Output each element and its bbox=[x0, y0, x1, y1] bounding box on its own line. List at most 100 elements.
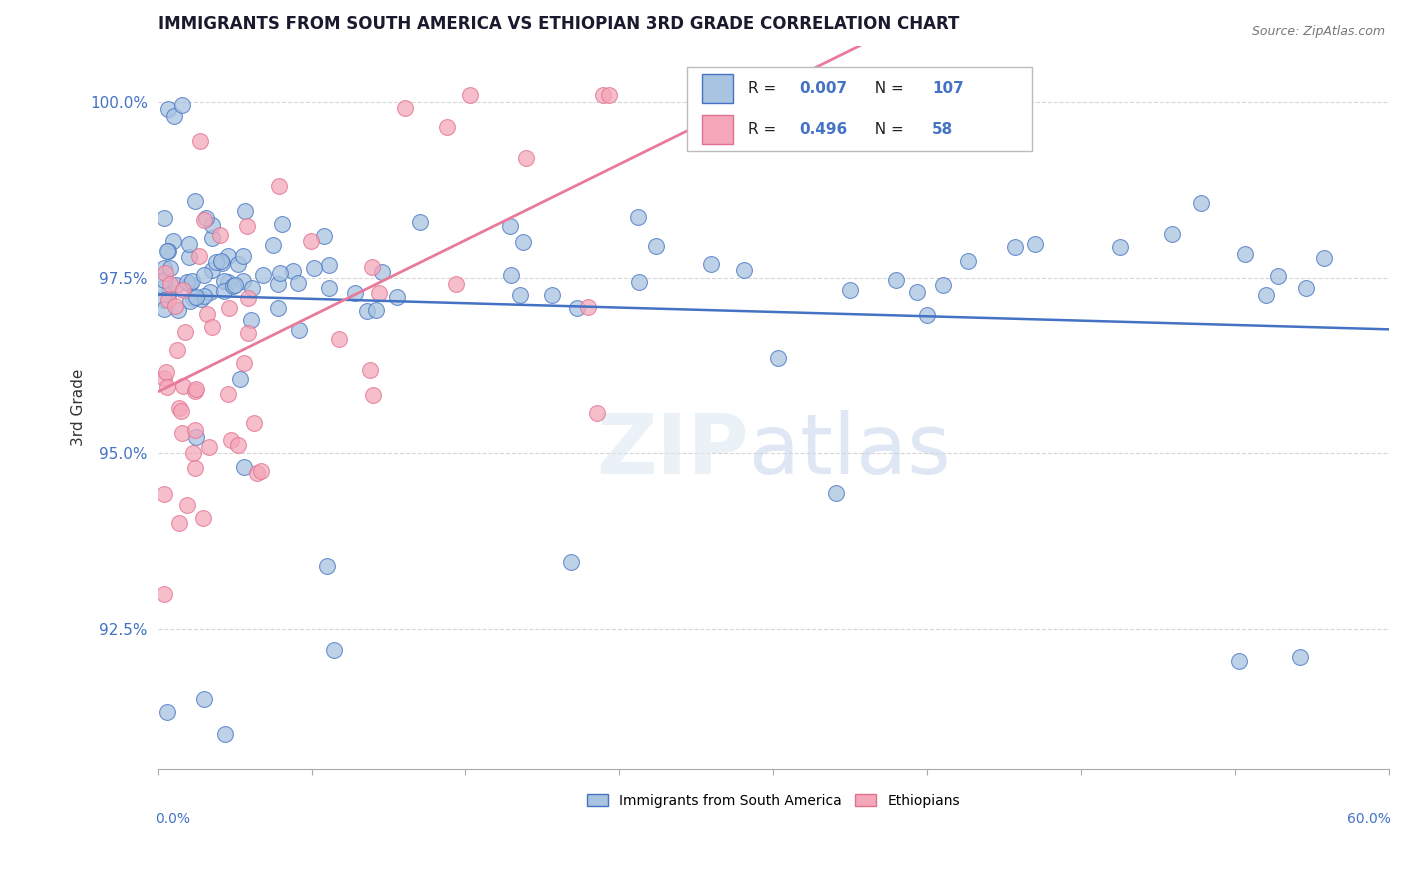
Point bbox=[204, 255, 226, 269]
Text: atlas: atlas bbox=[749, 410, 950, 491]
Point bbox=[190, 293, 212, 307]
Y-axis label: 3rd Grade: 3rd Grade bbox=[72, 369, 86, 446]
Point bbox=[214, 727, 236, 741]
Point bbox=[155, 365, 177, 379]
Point bbox=[156, 380, 179, 394]
Point bbox=[169, 516, 191, 530]
Point bbox=[242, 416, 264, 430]
Point bbox=[232, 274, 254, 288]
Point bbox=[201, 319, 224, 334]
Point bbox=[299, 234, 322, 248]
Point bbox=[200, 285, 222, 299]
Point bbox=[446, 277, 468, 291]
Text: N =: N = bbox=[865, 122, 908, 137]
Point bbox=[193, 213, 215, 227]
Point bbox=[700, 258, 723, 272]
Point bbox=[217, 387, 239, 401]
Point bbox=[825, 486, 848, 500]
Point bbox=[585, 406, 607, 420]
Point bbox=[184, 430, 207, 444]
Point bbox=[229, 372, 252, 386]
Point bbox=[1004, 240, 1026, 254]
Point bbox=[322, 643, 344, 657]
Point bbox=[1295, 280, 1317, 294]
Text: 107: 107 bbox=[932, 80, 965, 95]
Point bbox=[166, 303, 188, 318]
Point bbox=[1256, 287, 1278, 301]
Point bbox=[540, 288, 562, 302]
Point bbox=[368, 286, 391, 301]
Point bbox=[328, 333, 350, 347]
Point bbox=[209, 227, 232, 242]
Point bbox=[246, 467, 269, 481]
Point bbox=[361, 260, 384, 274]
Point bbox=[239, 312, 262, 326]
Point bbox=[179, 293, 201, 308]
Point bbox=[214, 285, 236, 299]
Point bbox=[627, 210, 650, 224]
Text: ZIP: ZIP bbox=[596, 410, 749, 491]
Point bbox=[567, 301, 589, 315]
Point bbox=[156, 244, 179, 258]
Point bbox=[201, 263, 224, 277]
Point bbox=[181, 274, 204, 288]
Point bbox=[169, 401, 191, 415]
Point bbox=[233, 460, 256, 475]
Point bbox=[359, 363, 381, 377]
Point bbox=[262, 237, 284, 252]
Point bbox=[628, 275, 651, 289]
Point bbox=[209, 254, 232, 268]
Point bbox=[219, 433, 242, 447]
Point bbox=[152, 273, 174, 287]
Point bbox=[184, 384, 207, 398]
Point bbox=[152, 293, 174, 307]
Point bbox=[224, 277, 246, 292]
Point bbox=[318, 258, 340, 272]
Point bbox=[159, 277, 181, 291]
Text: Source: ZipAtlas.com: Source: ZipAtlas.com bbox=[1251, 25, 1385, 38]
Point bbox=[236, 326, 259, 340]
Point bbox=[232, 356, 254, 370]
Point bbox=[1313, 251, 1336, 265]
Point bbox=[179, 277, 201, 292]
Point bbox=[458, 87, 481, 102]
Point bbox=[172, 379, 194, 393]
Point bbox=[165, 277, 187, 292]
Point bbox=[287, 276, 309, 290]
Bar bbox=[702, 74, 733, 103]
Point bbox=[932, 278, 955, 293]
Text: 58: 58 bbox=[932, 122, 953, 137]
Point bbox=[233, 203, 256, 218]
Point bbox=[884, 273, 907, 287]
Point bbox=[1108, 240, 1130, 254]
Point bbox=[201, 218, 224, 232]
Point bbox=[409, 215, 432, 229]
Text: 0.496: 0.496 bbox=[799, 122, 848, 137]
Point bbox=[915, 308, 938, 322]
Point bbox=[162, 235, 184, 249]
Point bbox=[193, 289, 215, 303]
Point bbox=[193, 692, 215, 706]
Point bbox=[267, 277, 290, 291]
Point bbox=[191, 510, 214, 524]
Point bbox=[226, 438, 249, 452]
Text: R =: R = bbox=[748, 80, 780, 95]
Point bbox=[186, 290, 208, 304]
Point bbox=[515, 151, 537, 165]
Point bbox=[176, 498, 198, 512]
Point bbox=[193, 268, 215, 283]
Point bbox=[238, 291, 260, 305]
Point bbox=[1234, 247, 1257, 261]
Point bbox=[266, 301, 288, 316]
Legend: Immigrants from South America, Ethiopians: Immigrants from South America, Ethiopian… bbox=[581, 788, 966, 814]
Point bbox=[176, 275, 198, 289]
Point bbox=[356, 303, 378, 318]
Point bbox=[212, 275, 235, 289]
Point bbox=[598, 87, 620, 102]
Point bbox=[232, 249, 254, 263]
Point bbox=[188, 134, 211, 148]
Point bbox=[1191, 196, 1213, 211]
Text: R =: R = bbox=[748, 122, 780, 137]
Point bbox=[361, 388, 384, 402]
Point bbox=[387, 290, 409, 304]
